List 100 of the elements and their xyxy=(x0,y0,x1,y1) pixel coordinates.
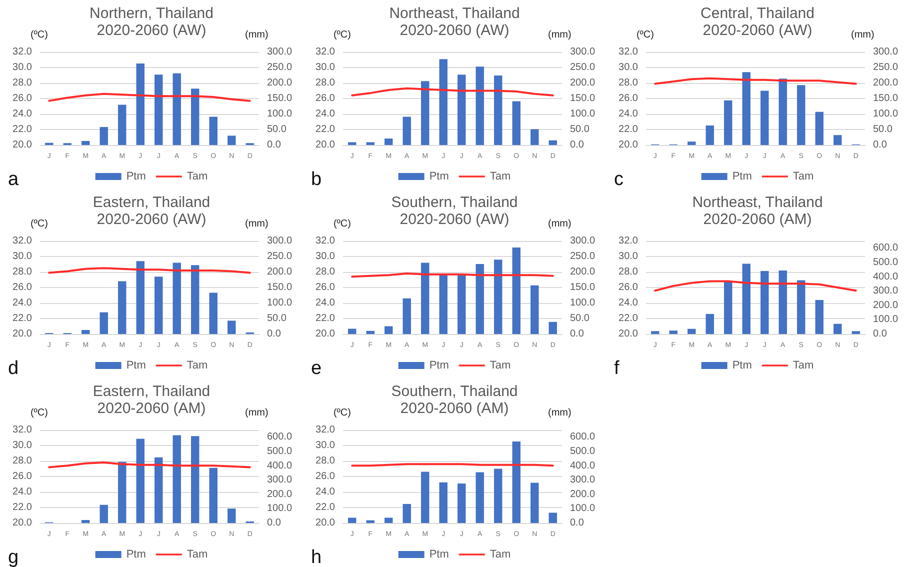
y-axis-title: (ºC) xyxy=(30,408,48,418)
y2-tick-label: 600.0 xyxy=(267,432,292,443)
legend-label: Tam xyxy=(186,360,208,372)
y-tick-label: 32.0 xyxy=(12,236,32,246)
bar xyxy=(476,264,484,334)
bar xyxy=(100,504,108,523)
bar xyxy=(82,140,90,145)
chart-title: Southern, Thailand 2020-2060 (AW) xyxy=(391,194,518,228)
bar xyxy=(154,457,163,523)
y-tick-label: 28.0 xyxy=(12,266,32,278)
bar xyxy=(439,274,448,334)
y-tick-label: 30.0 xyxy=(12,62,32,73)
legend-label: Ptm xyxy=(126,548,146,560)
bar xyxy=(688,142,696,145)
y2-tick-label: 50.0 xyxy=(267,124,287,135)
y-tick-label: 26.0 xyxy=(618,282,638,293)
y-tick-label: 32.0 xyxy=(618,46,638,58)
y-tick-label: 30.0 xyxy=(618,62,638,73)
y-tick-label: 32.0 xyxy=(316,46,336,58)
bar xyxy=(228,508,236,523)
bar xyxy=(209,468,218,523)
y2-axis-title: (mm) xyxy=(548,30,572,40)
bar xyxy=(458,484,466,523)
text: b xyxy=(311,169,322,190)
bar xyxy=(118,281,126,334)
legend-label: Tam xyxy=(792,360,814,372)
y2-tick-label: 150.0 xyxy=(570,93,596,104)
chart-title: Southern, Thailand 2020-2060 (AM) xyxy=(391,383,518,417)
y2-tick-label: 250.0 xyxy=(267,62,292,73)
y-tick-label: 28.0 xyxy=(618,266,638,278)
bar xyxy=(688,328,696,334)
y2-tick-label: 300.0 xyxy=(570,236,596,246)
bar xyxy=(118,462,126,523)
y2-tick-label: 50.0 xyxy=(267,313,287,324)
bar xyxy=(512,441,520,523)
y2-tick-label: 150.0 xyxy=(267,282,292,293)
bar xyxy=(530,285,539,334)
line-series xyxy=(351,87,554,96)
legend-label: Ptm xyxy=(732,170,752,182)
bar xyxy=(118,104,126,145)
bar xyxy=(669,330,678,334)
y2-tick-label: 200.0 xyxy=(873,300,898,311)
y2-tick-label: 50.0 xyxy=(873,124,893,135)
y-tick-label: 28.0 xyxy=(316,456,336,466)
bar xyxy=(191,436,200,523)
bar xyxy=(228,320,236,334)
bar xyxy=(476,472,484,523)
y2-tick-label: 100.0 xyxy=(570,108,596,120)
y2-tick-label: 250.0 xyxy=(570,62,596,73)
bar xyxy=(136,63,144,145)
y-tick-label: 26.0 xyxy=(618,93,638,104)
y-tick-label: 26.0 xyxy=(12,471,32,482)
y2-tick-label: 0.0 xyxy=(267,328,282,340)
bar xyxy=(439,59,448,145)
y-tick-label: 30.0 xyxy=(316,440,336,451)
y2-tick-label: 300.0 xyxy=(570,474,596,486)
y-tick-label: 30.0 xyxy=(12,440,32,451)
y2-tick-label: 300.0 xyxy=(267,474,292,486)
bar xyxy=(778,270,787,334)
y-tick-label: 24.0 xyxy=(618,108,638,120)
y2-tick-label: 600.0 xyxy=(570,432,596,443)
y2-tick-label: 150.0 xyxy=(570,282,596,293)
y2-tick-label: 200.0 xyxy=(267,78,292,88)
bar xyxy=(82,330,90,334)
y2-tick-label: 200.0 xyxy=(873,78,898,88)
y2-tick-label: 100.0 xyxy=(873,108,898,120)
bar xyxy=(100,312,108,334)
bar xyxy=(348,142,356,145)
bar xyxy=(494,260,502,334)
y2-tick-label: 100.0 xyxy=(873,314,898,326)
y2-tick-label: 500.0 xyxy=(570,446,596,457)
bar xyxy=(384,138,393,145)
bar xyxy=(82,520,90,523)
text: d xyxy=(8,358,19,379)
y2-axis-title: (mm) xyxy=(245,218,268,230)
bar xyxy=(209,116,218,145)
y-tick-label: 24.0 xyxy=(12,486,32,498)
y-tick-label: 32.0 xyxy=(618,236,638,246)
chart-title: Eastern, Thailand 2020-2060 (AW) xyxy=(92,194,210,228)
y2-tick-label: 300.0 xyxy=(873,286,898,297)
y-axis-title: (ºC) xyxy=(333,218,351,230)
legend-label: Tam xyxy=(792,170,814,182)
y2-axis-title: (mm) xyxy=(548,408,572,418)
chart-title: Eastern, Thailand 2020-2060 (AM) xyxy=(92,383,210,417)
bar xyxy=(834,135,842,145)
bar xyxy=(191,88,200,145)
y-tick-label: 20.0 xyxy=(12,140,32,150)
bar xyxy=(852,331,860,334)
bar xyxy=(228,136,236,145)
bar xyxy=(530,482,539,523)
y-tick-label: 32.0 xyxy=(316,236,336,246)
y-tick-label: 20.0 xyxy=(316,140,336,150)
y2-axis-title: (mm) xyxy=(851,30,874,40)
y-tick-label: 30.0 xyxy=(12,251,32,262)
y-tick-label: 28.0 xyxy=(618,78,638,88)
y2-tick-label: 100.0 xyxy=(570,503,596,514)
bar xyxy=(742,264,750,334)
y-tick-label: 22.0 xyxy=(316,502,336,513)
bar xyxy=(476,66,484,145)
text: f xyxy=(614,358,620,379)
